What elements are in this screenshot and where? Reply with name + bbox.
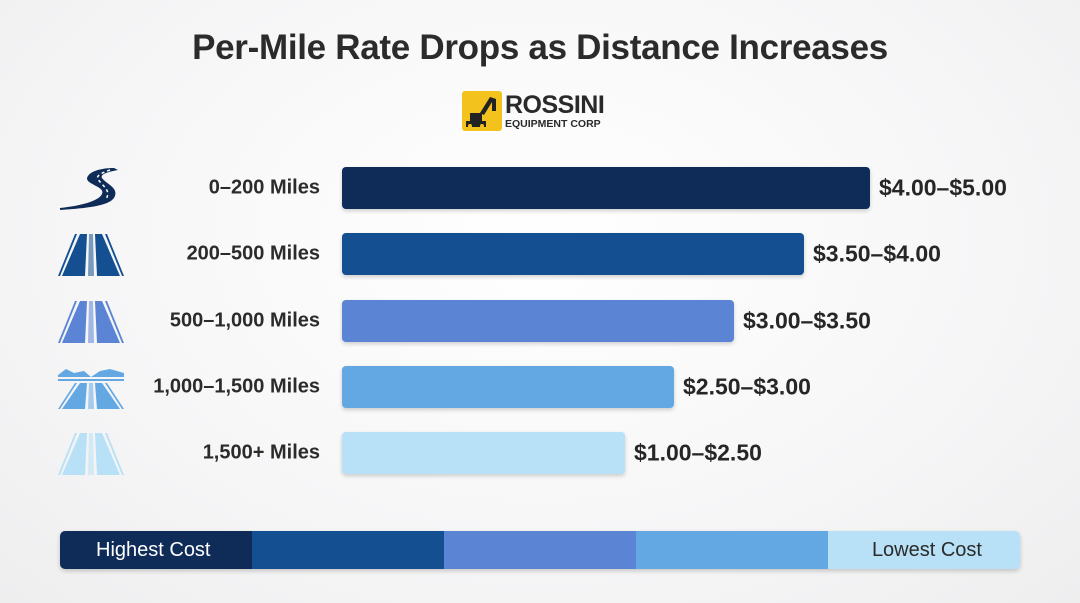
cost-legend-bar: Highest Cost Lowest Cost	[60, 531, 1020, 569]
legend-low-label: Lowest Cost	[871, 538, 982, 561]
excavator-icon	[462, 91, 502, 131]
legend-segment	[636, 531, 828, 569]
category-label: 1,500+ Miles	[202, 441, 320, 464]
legend-segment	[252, 531, 444, 569]
highway-icon	[58, 232, 124, 277]
legend-segment: Lowest Cost	[828, 531, 1020, 569]
category-label: 500–1,000 Miles	[169, 309, 320, 332]
bar-4	[342, 432, 625, 475]
category-label: 0–200 Miles	[208, 176, 320, 199]
value-label: $1.00–$2.50	[634, 439, 762, 466]
bar-0	[342, 167, 870, 209]
highway-mountains-icon	[58, 365, 124, 409]
logo-name: ROSSINI	[505, 90, 605, 119]
company-logo: ROSSINI EQUIPMENT CORP	[462, 90, 605, 132]
legend-high-label: Highest Cost	[96, 538, 211, 561]
highway-icon	[58, 431, 124, 476]
value-label: $2.50–$3.00	[683, 373, 811, 400]
logo-subtitle: EQUIPMENT CORP	[505, 117, 601, 130]
category-label: 200–500 Miles	[186, 242, 320, 265]
legend-segment	[444, 531, 636, 569]
bar-1	[342, 233, 804, 276]
bar-3	[342, 365, 674, 408]
highway-icon	[58, 299, 124, 343]
legend-segment: Highest Cost	[60, 531, 252, 569]
value-label: $4.00–$5.00	[879, 174, 1007, 201]
bar-2	[342, 299, 734, 342]
chart-title: Per-Mile Rate Drops as Distance Increase…	[192, 28, 888, 67]
value-label: $3.50–$4.00	[813, 240, 941, 267]
category-label: 1,000–1,500 Miles	[153, 375, 320, 398]
value-label: $3.00–$3.50	[743, 307, 871, 334]
winding-road-icon	[58, 166, 124, 210]
